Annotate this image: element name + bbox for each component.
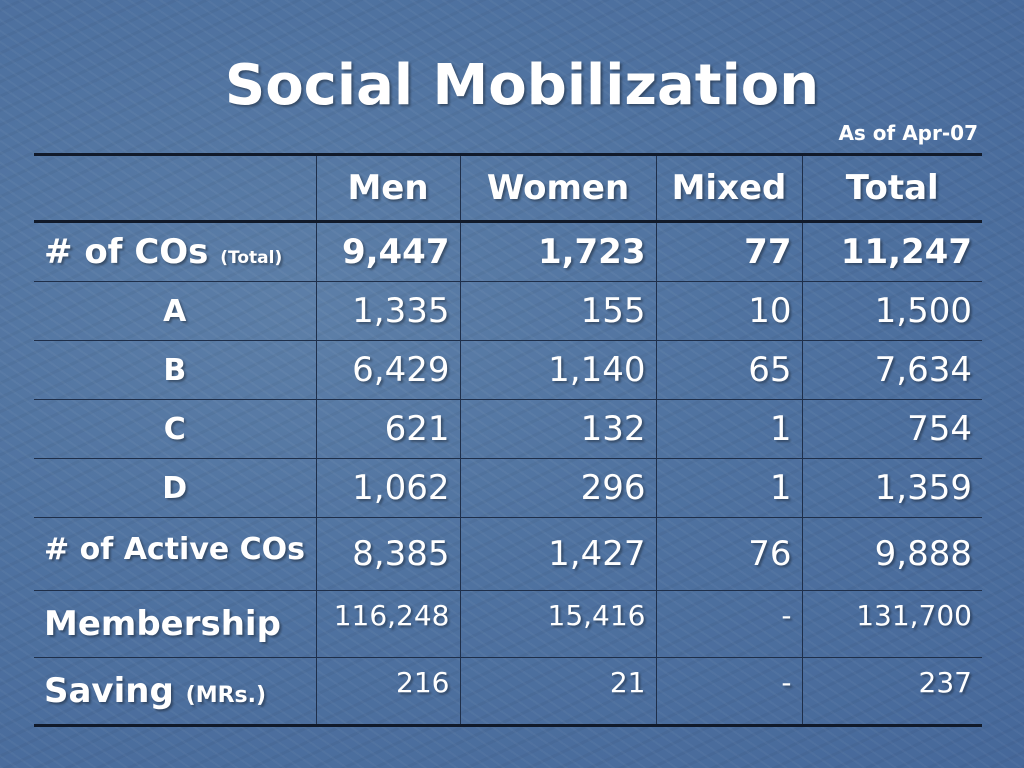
header-cell-women: Women <box>459 153 657 223</box>
cell-men: 116,248 <box>315 590 461 658</box>
cell-mixed: - <box>655 590 803 658</box>
cell-mixed: 76 <box>655 517 803 591</box>
row-label: D <box>34 458 317 518</box>
row-label: B <box>34 340 317 400</box>
cell-total: 1,359 <box>801 458 982 518</box>
table-row: D 1,062 296 1 1,359 <box>34 458 982 518</box>
slide-title: Social Mobilization <box>224 53 820 118</box>
cell-women: 155 <box>459 281 657 341</box>
row-label: # of Active COs <box>34 517 317 591</box>
cell-mixed: 1 <box>655 458 803 518</box>
cell-women: 15,416 <box>459 590 657 658</box>
cell-women: 1,723 <box>459 221 657 282</box>
cell-men: 621 <box>315 399 461 459</box>
as-of-date: As of Apr-07 <box>838 121 978 145</box>
table-row: Saving (MRs.) 216 21 - 237 <box>34 657 982 727</box>
cell-total: 131,700 <box>801 590 982 658</box>
cell-men: 216 <box>315 657 461 727</box>
cell-men: 8,385 <box>315 517 461 591</box>
cell-total: 754 <box>801 399 982 459</box>
social-mobilization-table: Men Women Mixed Total # of COs (Total) 9… <box>34 153 982 727</box>
cell-mixed: 77 <box>655 221 803 282</box>
table-row: B 6,429 1,140 65 7,634 <box>34 340 982 400</box>
table-row: # of COs (Total) 9,447 1,723 77 11,247 <box>34 221 982 282</box>
cell-women: 296 <box>459 458 657 518</box>
table-row: C 621 132 1 754 <box>34 399 982 459</box>
cell-mixed: - <box>655 657 803 727</box>
table-header-row: Men Women Mixed Total <box>34 153 982 223</box>
cell-women: 21 <box>459 657 657 727</box>
cell-men: 6,429 <box>315 340 461 400</box>
header-cell-men: Men <box>315 153 461 223</box>
table-row: Membership 116,248 15,416 - 131,700 <box>34 590 982 658</box>
row-label: Saving (MRs.) <box>34 657 317 727</box>
cell-mixed: 65 <box>655 340 803 400</box>
cell-mixed: 1 <box>655 399 803 459</box>
header-cell-empty <box>34 153 317 223</box>
table-row: A 1,335 155 10 1,500 <box>34 281 982 341</box>
header-cell-mixed: Mixed <box>655 153 803 223</box>
cell-total: 9,888 <box>801 517 982 591</box>
row-label: C <box>34 399 317 459</box>
cell-women: 132 <box>459 399 657 459</box>
cell-total: 237 <box>801 657 982 727</box>
row-label: Membership <box>34 590 317 658</box>
cell-men: 1,062 <box>315 458 461 518</box>
cell-women: 1,140 <box>459 340 657 400</box>
cell-women: 1,427 <box>459 517 657 591</box>
cell-men: 1,335 <box>315 281 461 341</box>
cell-total: 11,247 <box>801 221 982 282</box>
cell-men: 9,447 <box>315 221 461 282</box>
row-label: A <box>34 281 317 341</box>
row-label: # of COs (Total) <box>34 221 317 282</box>
cell-total: 7,634 <box>801 340 982 400</box>
row-label-suffix: (MRs.) <box>185 683 267 708</box>
table-row: # of Active COs 8,385 1,427 76 9,888 <box>34 517 982 591</box>
cell-mixed: 10 <box>655 281 803 341</box>
cell-total: 1,500 <box>801 281 982 341</box>
row-label-suffix: (Total) <box>220 248 283 268</box>
header-cell-total: Total <box>801 153 982 223</box>
